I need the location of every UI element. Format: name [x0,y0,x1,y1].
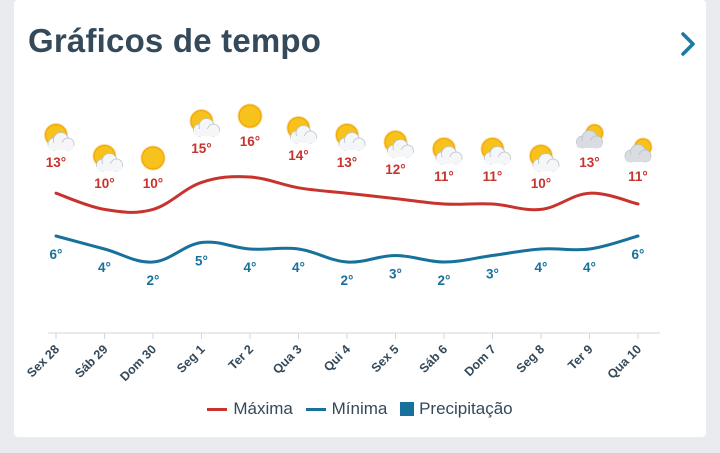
data-label-min: 5° [195,254,208,269]
cloud-base [625,155,651,162]
x-tick-label: Sex 28 [24,342,62,380]
data-label-max: 15° [191,141,211,156]
legend-label-max: Máxima [233,398,293,418]
data-label-max: 11° [483,169,503,184]
x-tick-label: Sex 5 [369,342,402,375]
data-label-min: 6° [50,247,63,262]
x-tick-label: Sáb 29 [72,342,110,380]
x-tick-label: Seg 1 [174,342,208,376]
data-label-max: 11° [434,169,454,184]
data-label-max: 16° [240,134,260,149]
weather-chart-card: Gráficos de tempo Sex 28 Sáb 29 Dom 30 Seg … [14,0,706,437]
x-tick-label: Qua 10 [605,342,644,381]
cloud-base [436,157,462,164]
x-tick-label: Dom 7 [462,342,499,379]
sun-shape [141,146,165,170]
x-tick-label: Ter 9 [565,342,595,372]
series-line-min [54,234,640,264]
cloud-base [193,129,220,136]
data-label-max: 11° [628,169,648,184]
x-tick-label: Sáb 6 [417,342,451,376]
data-label-min: 4° [98,260,111,275]
cloud-base [339,143,365,150]
cloud-base [533,164,559,171]
legend-swatch-min [305,407,326,411]
data-label-max: 10° [531,176,551,191]
x-tick-label: Seg 8 [514,342,548,376]
sun-shape [238,104,262,128]
data-label-min: 2° [438,273,451,288]
legend-swatch-max [207,407,228,411]
cloud-base [387,150,414,157]
data-label-min: 3° [389,267,402,282]
data-label-min: 2° [147,273,160,288]
data-label-max: 14° [288,148,308,163]
legend-item-precip[interactable]: Precipitação [400,399,513,419]
cloud-base [96,164,123,171]
cloud-base [576,141,603,148]
page-title: Gráficos de tempo [28,22,322,59]
data-label-max: 10° [94,176,114,191]
data-label-max: 12° [385,162,405,177]
cloud-base [484,157,511,164]
x-tick-label: Ter 2 [226,342,256,372]
data-label-max: 13° [337,155,357,170]
x-tick-label: Qua 3 [270,342,304,376]
cloud-base [48,143,74,150]
temperature-chart: Sex 28 Sáb 29 Dom 30 Seg 1 Ter 2 Qua 3 Qui 4 Se… [24,103,660,384]
x-tick-label: Qui 4 [321,342,353,374]
cloud-base [290,136,317,143]
x-tick-label: Dom 30 [117,342,159,384]
data-label-max: 10° [143,176,163,191]
data-label-min: 4° [535,260,548,275]
legend-item-max[interactable]: Máxima [207,399,293,419]
series-line-max [54,175,640,214]
data-label-min: 6° [632,247,645,262]
legend-label-precip: Precipitação [419,398,513,418]
data-label-min: 4° [583,260,596,275]
legend-label-min: Mínima [331,398,388,418]
data-label-min: 2° [341,273,354,288]
legend-item-min[interactable]: Mínima [305,398,388,419]
data-label-min: 4° [244,260,257,275]
data-label-max: 13° [46,155,66,170]
data-label-min: 3° [486,267,499,282]
legend-swatch-precip [400,402,415,417]
chart-legend: Máxima Mínima Precipitação [14,398,706,419]
chevron-right-icon[interactable] [676,28,702,60]
data-label-min: 4° [292,260,305,275]
data-label-max: 13° [579,155,599,170]
